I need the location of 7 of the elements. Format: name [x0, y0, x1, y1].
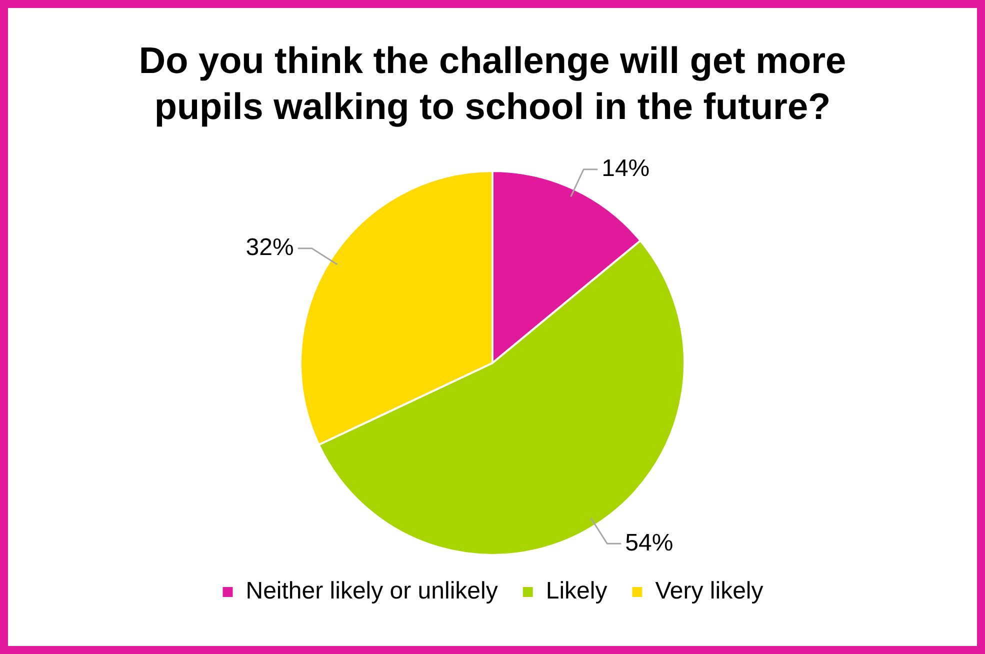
legend-label: Likely	[546, 578, 608, 605]
data-label: 14%	[602, 154, 650, 182]
legend-label: Very likely	[655, 578, 764, 605]
chart-title: Do you think the challenge will get more pupils walking to school in the future?	[138, 39, 848, 129]
legend-label: Neither likely or unlikely	[246, 578, 498, 605]
data-label: 32%	[246, 234, 294, 261]
data-label: 54%	[625, 529, 674, 556]
